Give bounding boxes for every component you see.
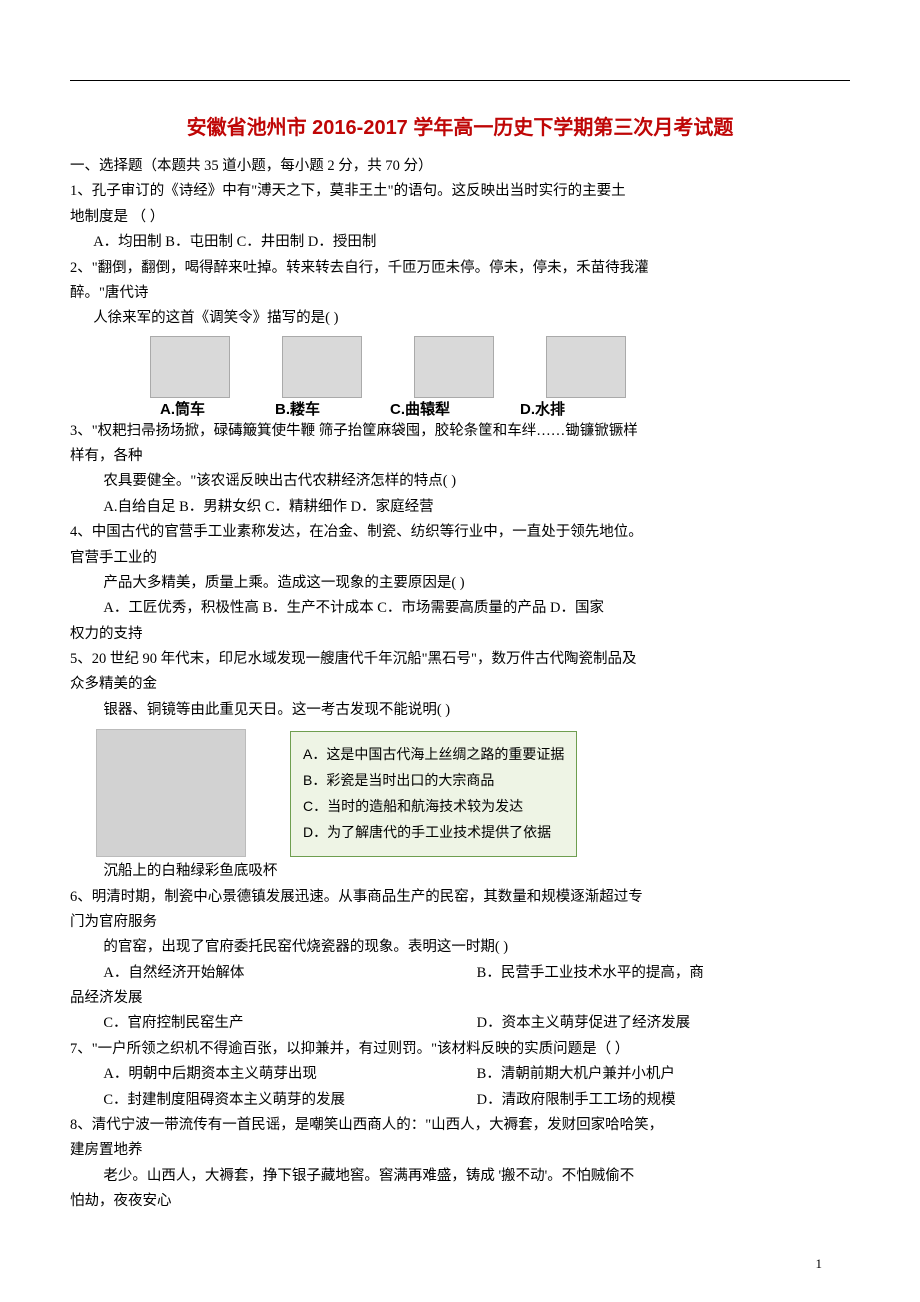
q4-stem-l2: 官营手工业的 <box>70 546 850 571</box>
section-header: 一、选择题（本题共 35 道小题，每小题 2 分，共 70 分） <box>70 154 850 179</box>
q8-stem-l4: 怕劫，夜夜安心 <box>70 1189 850 1214</box>
q4-opt-l1: A．工匠优秀，积极性高 B．生产不计成本 C．市场需要高质量的产品 D．国家 <box>70 596 850 621</box>
q5-option-c: C．当时的造船和航海技术较为发达 <box>303 794 564 820</box>
q8-stem-l3: 老少。山西人，大褥套，挣下银子藏地窖。窖满再难盛，铸成 '搬不动'。不怕贼偷不 <box>70 1164 850 1189</box>
q2-stem-l3: 人徐来军的这首《调笑令》描写的是( ) <box>70 306 850 331</box>
q2-image-d <box>546 336 626 398</box>
q8-stem-l2: 建房置地养 <box>70 1138 850 1163</box>
q4-opt-l2: 权力的支持 <box>70 622 850 647</box>
q5-row: A．这是中国古代海上丝绸之路的重要证据 B．彩瓷是当时出口的大宗商品 C．当时的… <box>70 729 850 857</box>
q6-option-b: B．民营手工业技术水平的提高，商 <box>477 961 850 986</box>
q4-stem-l3: 产品大多精美，质量上乘。造成这一现象的主要原因是( ) <box>70 571 850 596</box>
q2-label-d: D.水排 <box>520 398 565 419</box>
q2-image-c <box>414 336 494 398</box>
q5-options-box: A．这是中国古代海上丝绸之路的重要证据 B．彩瓷是当时出口的大宗商品 C．当时的… <box>290 731 577 857</box>
q6-option-b2: 品经济发展 <box>70 986 850 1011</box>
q1-options: A．均田制 B．屯田制 C．井田制 D．授田制 <box>70 230 850 255</box>
q5-stem-l2: 众多精美的金 <box>70 672 850 697</box>
q7-option-a: A．明朝中后期资本主义萌芽出现 <box>70 1062 477 1087</box>
q2-image-b <box>282 336 362 398</box>
q5-option-a: A．这是中国古代海上丝绸之路的重要证据 <box>303 742 564 768</box>
q7-option-c: C．封建制度阻碍资本主义萌芽的发展 <box>70 1088 477 1113</box>
exam-title: 安徽省池州市 2016-2017 学年高一历史下学期第三次月考试题 <box>70 111 850 140</box>
q2-label-c: C.曲辕犁 <box>390 398 450 419</box>
q5-stem-l3: 银器、铜镜等由此重见天日。这一考古发现不能说明( ) <box>70 698 850 723</box>
q1-stem-l1: 1、孔子审订的《诗经》中有"溥天之下，莫非王土"的语句。这反映出当时实行的主要土 <box>70 179 850 204</box>
q5-stem-l1: 5、20 世纪 90 年代末，印尼水域发现一艘唐代千年沉船"黑石号"，数万件古代… <box>70 647 850 672</box>
q7-option-b: B．清朝前期大机户兼并小机户 <box>477 1062 850 1087</box>
q6-option-d: D．资本主义萌芽促进了经济发展 <box>477 1011 850 1036</box>
q6-stem-l1: 6、明清时期，制瓷中心景德镇发展迅速。从事商品生产的民窑，其数量和规模逐渐超过专 <box>70 885 850 910</box>
q6-option-a: A．自然经济开始解体 <box>70 961 477 986</box>
q3-stem-l1: 3、"权耙扫帚扬场掀，碌碡簸箕使牛鞭 筛子抬筐麻袋囤，胶轮条筐和车绊……锄镰锨镢… <box>70 419 850 444</box>
q2-images-row <box>70 336 850 398</box>
q3-options: A.自给自足 B．男耕女织 C．精耕细作 D．家庭经营 <box>70 495 850 520</box>
page-number: 1 <box>70 1256 850 1272</box>
q5-caption: 沉船上的白釉绿彩鱼底吸杯 <box>70 859 850 884</box>
q5-option-b: B．彩瓷是当时出口的大宗商品 <box>303 768 564 794</box>
q5-artifact-image <box>96 729 246 857</box>
q7-stem: 7、"一户所领之织机不得逾百张，以抑兼并，有过则罚。"该材料反映的实质问题是（ … <box>70 1037 850 1062</box>
q6-stem-l2: 门为官府服务 <box>70 910 850 935</box>
q2-image-a <box>150 336 230 398</box>
q2-stem-l1: 2、"翻倒，翻倒，喝得醉来吐掉。转来转去自行，千匝万匝未停。停未，停未，禾苗待我… <box>70 256 850 281</box>
q8-stem-l1: 8、清代宁波一带流传有一首民谣，是嘲笑山西商人的："山西人，大褥套，发财回家哈哈… <box>70 1113 850 1138</box>
q5-option-d: D．为了解唐代的手工业技术提供了依据 <box>303 820 564 846</box>
q3-stem-l2: 样有，各种 <box>70 444 850 469</box>
q6-option-c: C．官府控制民窑生产 <box>70 1011 477 1036</box>
q4-stem-l1: 4、中国古代的官营手工业素称发达，在冶金、制瓷、纺织等行业中，一直处于领先地位。 <box>70 520 850 545</box>
q2-labels-row: A.筒车 B.耧车 C.曲辕犁 D.水排 <box>70 398 850 419</box>
q1-stem-l2: 地制度是 （ ） <box>70 205 850 230</box>
q2-label-a: A.筒车 <box>160 398 205 419</box>
q3-stem-l3: 农具要健全。"该农谣反映出古代农耕经济怎样的特点( ) <box>70 469 850 494</box>
q7-option-d: D．清政府限制手工工场的规模 <box>477 1088 850 1113</box>
q2-label-b: B.耧车 <box>275 398 320 419</box>
q2-stem-l2: 醉。"唐代诗 <box>70 281 850 306</box>
q6-stem-l3: 的官窑，出现了官府委托民窑代烧瓷器的现象。表明这一时期( ) <box>70 935 850 960</box>
top-rule <box>70 80 850 81</box>
